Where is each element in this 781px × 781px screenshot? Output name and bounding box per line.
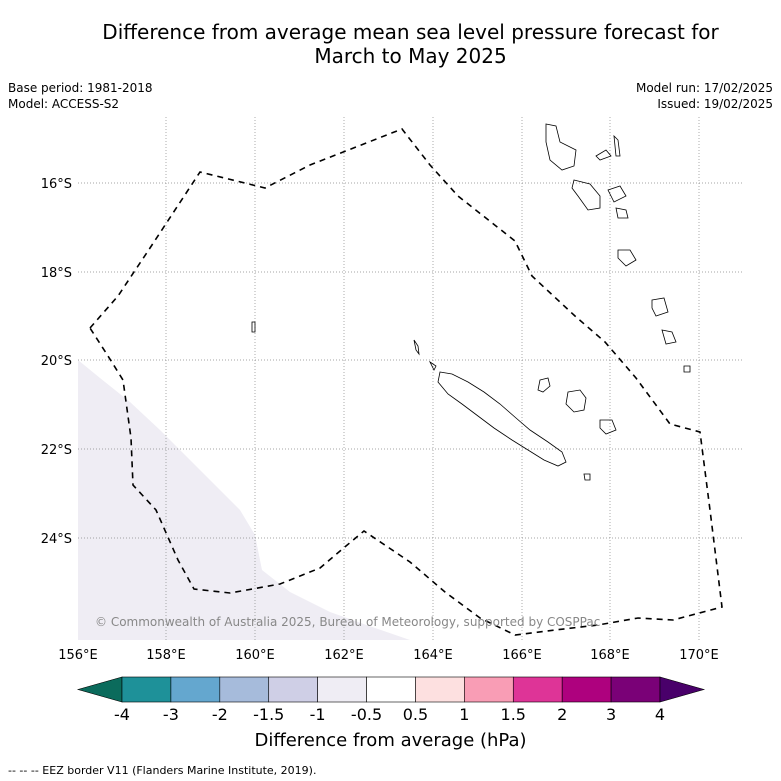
meta-left: Base period: 1981-2018 Model: ACCESS-S2 [8, 80, 153, 112]
colorbar-tick-label: 4 [655, 705, 665, 724]
copyright-notice: © Commonwealth of Australia 2025, Bureau… [95, 615, 600, 629]
gridlines [78, 117, 743, 640]
colorbar-swatch [219, 676, 270, 703]
colorbar-swatch [512, 676, 563, 703]
issued-date: Issued: 19/02/2025 [657, 97, 773, 111]
lon-label: 156°E [58, 648, 98, 663]
colorbar-tick-label: -3 [163, 705, 179, 724]
lat-label: 22°S [41, 443, 72, 458]
new-caledonia-island [437, 371, 567, 467]
lon-label: 164°E [413, 648, 453, 663]
tanna [661, 329, 677, 345]
colorbar-swatch [415, 676, 465, 703]
colorbar-extend-high [659, 676, 706, 703]
lon-label: 160°E [235, 648, 275, 663]
longitude-labels: 156°E 158°E 160°E 162°E 164°E 166°E 168°… [58, 648, 719, 663]
model-run: Model run: 17/02/2025 [635, 81, 773, 95]
map-title: Difference from average mean sea level p… [40, 20, 781, 68]
colorbar-swatch [268, 676, 318, 703]
meta-right: Model run: 17/02/2025 Issued: 19/02/2025 [636, 80, 773, 112]
model-name: Model: ACCESS-S2 [8, 97, 120, 111]
colorbar-swatch [121, 676, 172, 703]
colorbar-swatch [366, 676, 416, 703]
lat-label: 18°S [41, 266, 72, 281]
maewo [613, 134, 621, 157]
lat-label: 16°S [41, 177, 72, 192]
islet-2 [428, 360, 437, 371]
colorbar-tick-label: -2 [212, 705, 228, 724]
erromango [651, 297, 669, 317]
eez-border [89, 128, 723, 636]
colorbar-swatch [610, 676, 661, 703]
ouvea-island [537, 377, 551, 393]
lon-label: 168°E [590, 648, 630, 663]
lon-label: 170°E [679, 648, 719, 663]
colorbar-swatch [317, 676, 367, 703]
colorbar-tick-label: 0.5 [403, 705, 428, 724]
colorbar-tick-label: -1 [310, 705, 326, 724]
colorbar-tick-label: -4 [114, 705, 130, 724]
epi [615, 207, 629, 219]
eez-footnote: -- -- -- EEZ border V11 (Flanders Marine… [8, 764, 317, 777]
title-line-1: Difference from average mean sea level p… [102, 20, 719, 44]
lon-label: 162°E [324, 648, 364, 663]
colorbar: -4 -3 -2 -1.5 -1 -0.5 0.5 1 1.5 2 3 4 [76, 676, 706, 724]
colorbar-tick-label: 3 [606, 705, 616, 724]
lon-label: 158°E [146, 648, 186, 663]
map-area [78, 117, 743, 640]
colorbar-swatch [170, 676, 221, 703]
pentecost [607, 185, 627, 203]
ambae [595, 149, 612, 161]
aneityum [683, 365, 691, 373]
lifou-island [565, 389, 587, 413]
colorbar-title: Difference from average (hPa) [254, 730, 527, 751]
mare-island [599, 419, 617, 435]
colorbar-swatch [561, 676, 612, 703]
pressure-anomaly-shading [78, 360, 410, 640]
colorbar-tick-label: 2 [557, 705, 567, 724]
lon-label: 166°E [502, 648, 542, 663]
islet-1 [413, 339, 420, 356]
colorbar-tick-label: 1 [459, 705, 469, 724]
chesterfield-reef [251, 321, 256, 333]
latitude-labels: 16°S 18°S 20°S 22°S 24°S [41, 177, 72, 547]
colorbar-tick-label: -0.5 [351, 705, 382, 724]
title-line-2: March to May 2025 [314, 44, 507, 68]
lat-label: 24°S [41, 532, 72, 547]
malakula [571, 179, 601, 211]
espiritu-santo [545, 123, 577, 171]
base-period: Base period: 1981-2018 [8, 81, 153, 95]
colorbar-tick-label: -1.5 [253, 705, 284, 724]
isle-of-pines [583, 473, 591, 481]
colorbar-extend-low [76, 676, 123, 703]
efate [617, 249, 637, 267]
lat-label: 20°S [41, 354, 72, 369]
colorbar-swatch [464, 676, 514, 703]
colorbar-tick-label: 1.5 [501, 705, 526, 724]
